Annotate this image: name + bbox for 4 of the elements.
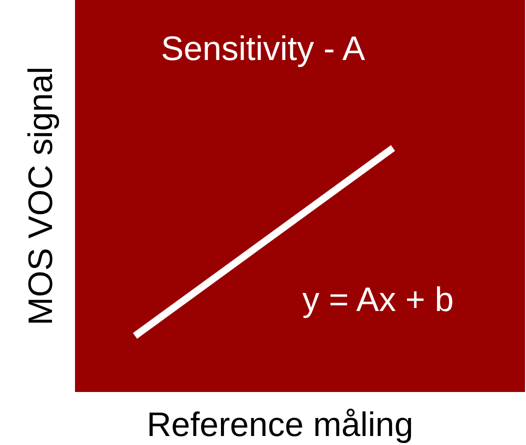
annotation: y = Ax + b <box>302 281 454 319</box>
chart-title: Sensitivity - A <box>160 30 366 68</box>
y-axis-title: MOS VOC signal <box>22 66 60 326</box>
x-axis-title: Reference måling <box>146 406 414 444</box>
